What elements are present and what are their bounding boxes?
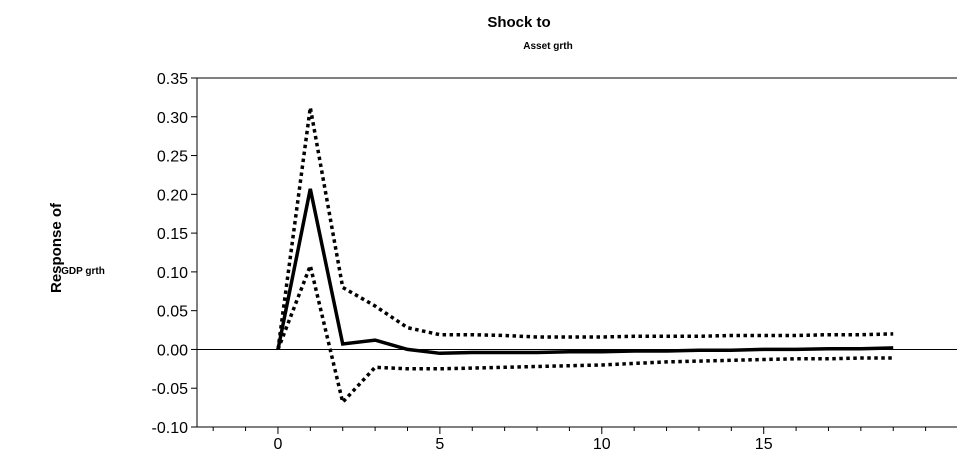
chart-subtitle: Asset grth: [523, 41, 572, 52]
y-tick-label: -0.05: [152, 381, 189, 398]
lower-confidence-band: [276, 259, 894, 406]
y-tick-label: 0.25: [157, 149, 188, 166]
plot-area-frame: [196, 77, 957, 428]
y-tick-label: 0.30: [157, 110, 188, 127]
y-tick-label: 0.00: [157, 342, 188, 359]
y-tick-label: -0.10: [152, 420, 189, 437]
y-axis-label: Response of: [48, 202, 65, 293]
x-axis: 0 5 10 15: [212, 427, 927, 453]
y-tick-label: 0.35: [157, 71, 188, 88]
y-tick-label: 0.05: [157, 304, 188, 321]
y-axis: 0.35 0.30 0.25 0.20 0.15 0.10 0.05 0.00 -0.05 -0.…: [152, 71, 197, 437]
x-tick-label: 0: [274, 436, 283, 453]
y-tick-label: 0.20: [157, 187, 188, 204]
y-axis-sublabel: GDP grth: [61, 266, 105, 277]
chart-title: Shock to: [487, 14, 550, 31]
x-tick-label: 10: [593, 436, 611, 453]
x-tick-label: 5: [435, 436, 444, 453]
y-tick-label: 0.15: [157, 226, 188, 243]
impulse-response-line: [276, 188, 894, 356]
y-tick-label: 0.10: [157, 265, 188, 282]
upper-confidence-band: [276, 107, 894, 350]
series-layer: [276, 107, 894, 406]
x-tick-label: 15: [755, 436, 773, 453]
